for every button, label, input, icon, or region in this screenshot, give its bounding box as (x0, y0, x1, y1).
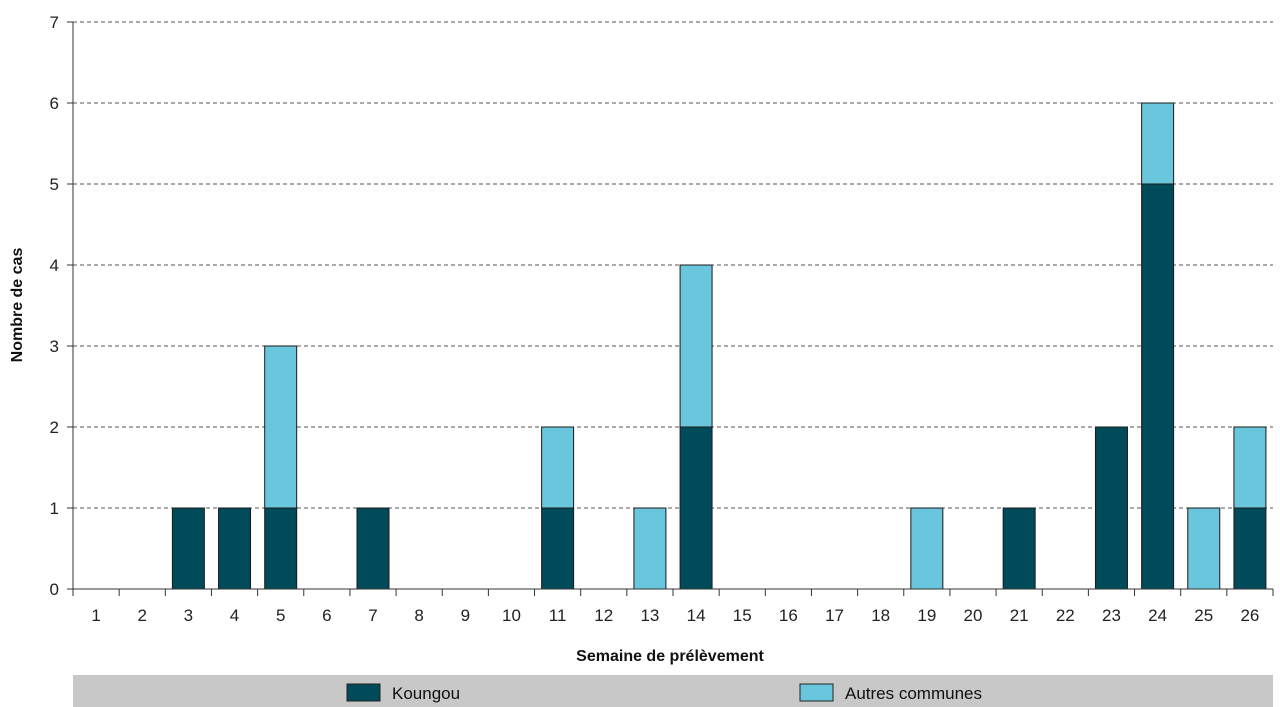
x-tick-label: 20 (964, 606, 983, 625)
bar-autres-communes-week-19 (910, 507, 944, 590)
x-tick-label: 15 (733, 606, 752, 625)
axes (67, 21, 1274, 596)
x-axis-title: Semaine de prélèvement (576, 648, 764, 665)
x-tick-label: 24 (1148, 606, 1167, 625)
legend-swatch-autres-communes (799, 683, 834, 702)
y-tick-label: 5 (50, 175, 59, 194)
x-tick-label: 16 (779, 606, 798, 625)
bars (171, 102, 1267, 590)
x-tick-label: 23 (1102, 606, 1121, 625)
y-tick-label: 0 (50, 580, 59, 599)
x-tick-label: 14 (687, 606, 706, 625)
x-tick-label: 7 (368, 606, 377, 625)
x-tick-label: 17 (825, 606, 844, 625)
x-tick-label: 1 (91, 606, 100, 625)
bar-autres-communes-week-25 (1187, 507, 1221, 590)
gridlines (73, 21, 1273, 509)
y-tick-label: 6 (50, 94, 59, 113)
x-tick-label: 9 (461, 606, 470, 625)
bar-koungou-week-26 (1233, 507, 1267, 590)
bar-autres-communes-week-24 (1141, 102, 1175, 185)
y-axis-title: Nombre de cas (9, 248, 26, 363)
x-tick-label: 25 (1194, 606, 1213, 625)
bar-koungou-week-14 (679, 426, 713, 590)
y-tick-label: 1 (50, 499, 59, 518)
x-tick-label: 3 (184, 606, 193, 625)
bar-autres-communes-week-26 (1233, 426, 1267, 509)
y-tick-label: 3 (50, 337, 59, 356)
bar-autres-communes-week-5 (264, 345, 298, 509)
x-tick-label: 11 (549, 606, 567, 625)
y-tick-label: 2 (50, 418, 59, 437)
bar-koungou-week-24 (1141, 183, 1175, 590)
legend-background (73, 675, 1273, 707)
bar-autres-communes-week-11 (541, 426, 575, 509)
x-tick-label: 10 (502, 606, 521, 625)
y-tick-labels: 0 1 2 3 4 5 6 7 (50, 13, 59, 599)
bar-koungou-week-23 (1094, 426, 1128, 590)
x-tick-label: 13 (640, 606, 659, 625)
x-tick-label: 6 (322, 606, 331, 625)
legend-swatch-koungou (346, 683, 381, 702)
bar-autres-communes-week-13 (633, 507, 667, 590)
y-tick-label: 4 (50, 256, 59, 275)
legend-label-koungou: Koungou (392, 684, 460, 703)
bar-autres-communes-week-14 (679, 264, 713, 428)
x-tick-label: 8 (414, 606, 423, 625)
legend-label-autres-communes: Autres communes (845, 684, 982, 703)
x-tick-label: 2 (137, 606, 146, 625)
bar-koungou-week-7 (356, 507, 390, 590)
x-tick-labels: 1 2 3 4 5 6 7 8 9 10 11 12 13 14 15 16 17 18 19 20 21 22 23 24 2… (91, 606, 1259, 625)
bar-koungou-week-5 (264, 507, 298, 590)
x-tick-label: 21 (1010, 606, 1029, 625)
bar-koungou-week-21 (1002, 507, 1036, 590)
x-tick-label: 18 (871, 606, 890, 625)
x-tick-label: 12 (594, 606, 613, 625)
y-tick-label: 7 (50, 13, 59, 32)
x-tick-label: 22 (1056, 606, 1075, 625)
x-tick-label: 4 (230, 606, 239, 625)
bar-koungou-week-11 (541, 507, 575, 590)
x-tick-label: 26 (1240, 606, 1259, 625)
x-tick-label: 19 (917, 606, 936, 625)
legend: Koungou Autres communes (73, 675, 1273, 707)
x-tick-label: 5 (276, 606, 285, 625)
bar-koungou-week-4 (218, 507, 252, 590)
bar-koungou-week-3 (171, 507, 205, 590)
